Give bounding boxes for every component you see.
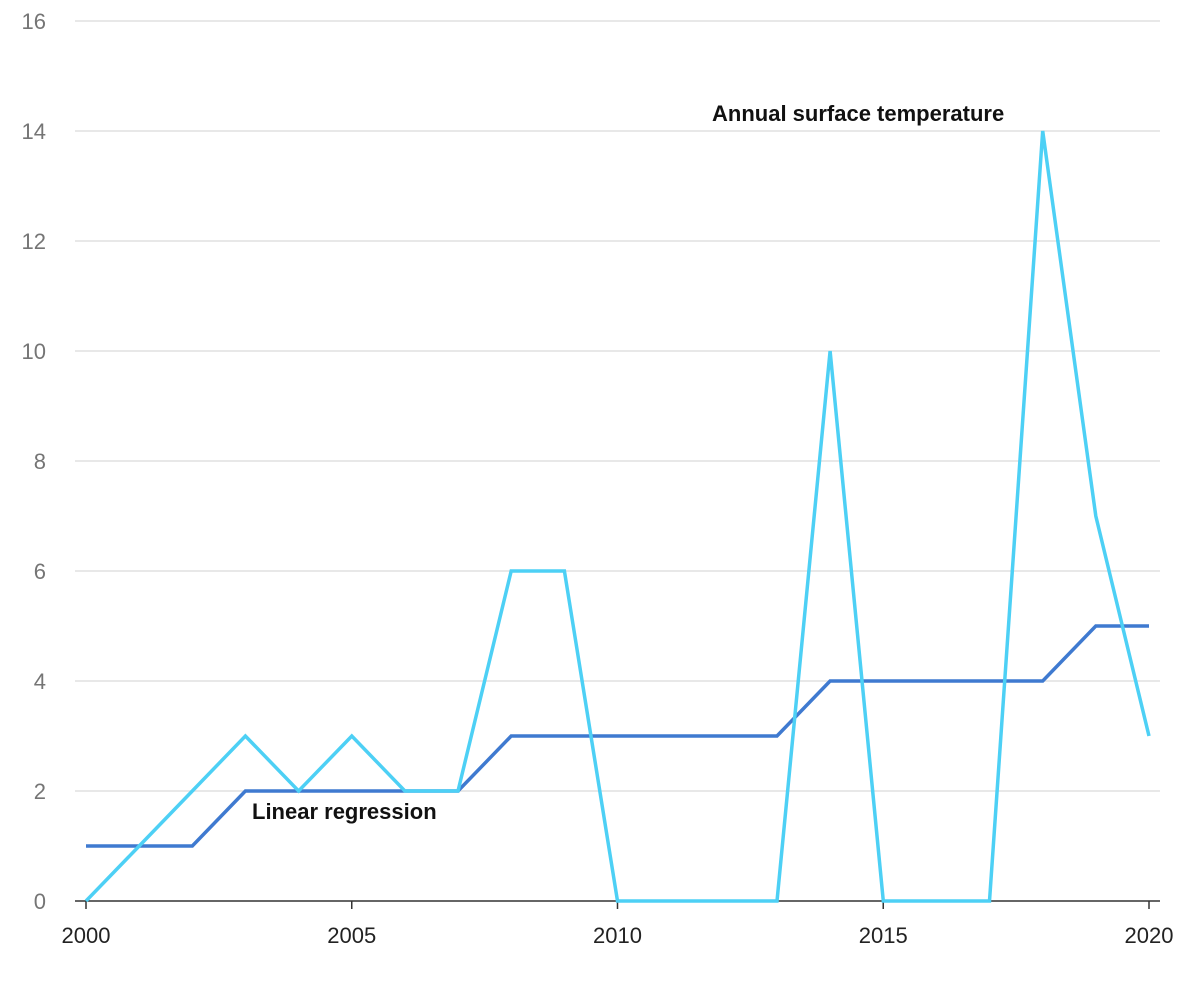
- x-axis-ticks: 2000 2005 2010 2015 2020: [62, 901, 1174, 948]
- y-tick-label: 16: [22, 9, 46, 34]
- x-tick-label: 2000: [62, 923, 111, 948]
- x-tick-label: 2015: [859, 923, 908, 948]
- y-tick-label: 0: [34, 889, 46, 914]
- x-tick-label: 2010: [593, 923, 642, 948]
- x-tick-label: 2020: [1125, 923, 1174, 948]
- y-tick-label: 10: [22, 339, 46, 364]
- series-line-linear-regression: [86, 624, 1149, 848]
- annotation-annual-surface-temperature: Annual surface temperature: [712, 101, 1004, 126]
- y-tick-label: 14: [22, 119, 46, 144]
- annotation-linear-regression: Linear regression: [252, 799, 437, 824]
- y-axis-ticks: 0 2 4 6 8 10 12 14 16: [22, 9, 46, 914]
- annotations: Annual surface temperature Linear regres…: [252, 101, 1004, 824]
- y-tick-label: 4: [34, 669, 46, 694]
- y-tick-label: 12: [22, 229, 46, 254]
- series-line-annual-surface-temperature: [84, 130, 1151, 903]
- series-lines: [84, 130, 1151, 903]
- x-tick-label: 2005: [327, 923, 376, 948]
- y-tick-label: 6: [34, 559, 46, 584]
- y-tick-label: 8: [34, 449, 46, 474]
- grid-lines: [75, 20, 1160, 792]
- y-tick-label: 2: [34, 779, 46, 804]
